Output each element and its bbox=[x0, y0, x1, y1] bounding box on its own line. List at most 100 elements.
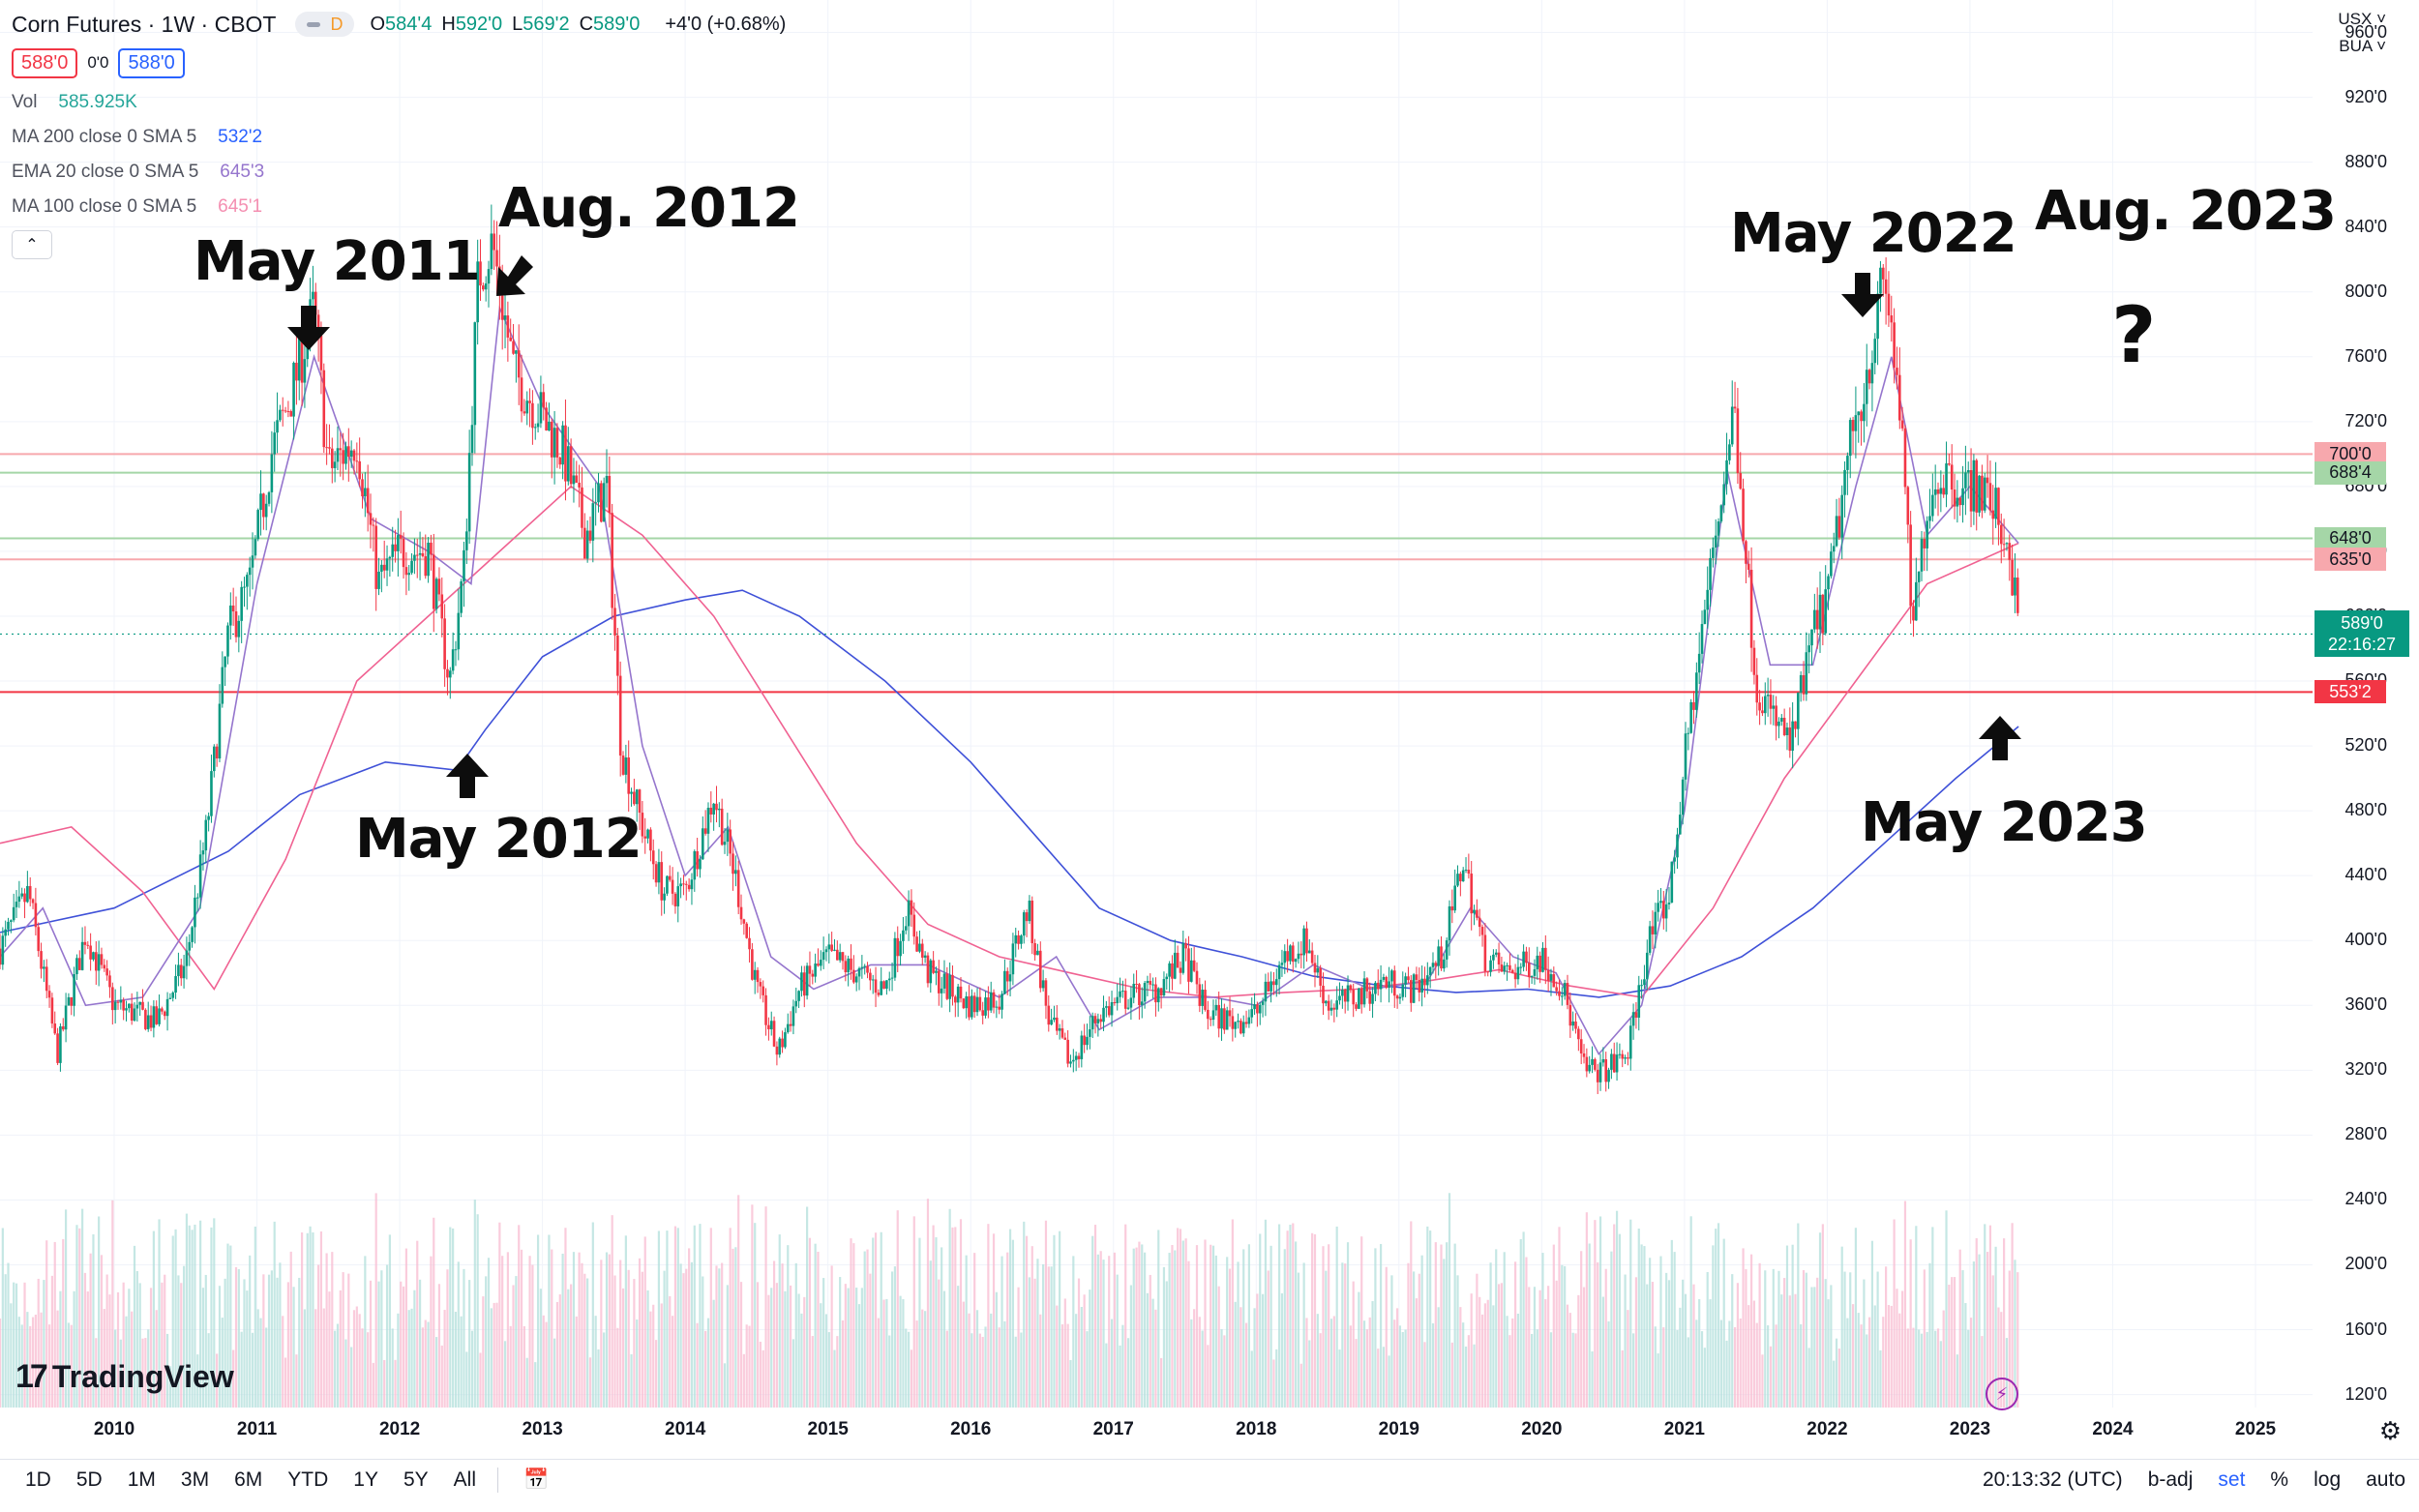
candle-body bbox=[536, 423, 540, 428]
candle-body bbox=[558, 457, 562, 465]
volume-bar bbox=[1833, 1360, 1836, 1408]
candle-body bbox=[1492, 954, 1495, 961]
settlement-toggle[interactable]: set bbox=[2218, 1468, 2246, 1491]
volume-bar bbox=[578, 1252, 581, 1408]
indicator-row[interactable]: Vol 585.925K bbox=[12, 85, 786, 120]
volume-bar bbox=[534, 1362, 537, 1408]
candle-body bbox=[1149, 980, 1152, 985]
candle-body bbox=[1945, 463, 1948, 495]
currency-selector[interactable]: USX ˅ bbox=[2338, 10, 2386, 29]
candle-body bbox=[397, 535, 400, 551]
range-button[interactable]: 6M bbox=[234, 1468, 263, 1491]
candle-body bbox=[515, 350, 518, 354]
candle-body bbox=[1008, 974, 1012, 982]
interval-pill[interactable]: D bbox=[295, 12, 355, 37]
volume-bar bbox=[1143, 1252, 1147, 1408]
candle-body bbox=[1978, 475, 1981, 513]
volume-bar bbox=[890, 1271, 894, 1408]
volume-bar bbox=[2014, 1260, 2016, 1408]
indicator-row[interactable]: MA 200 close 0 SMA 5 532'2 bbox=[12, 120, 786, 155]
candle-body bbox=[1028, 900, 1031, 922]
candle-body bbox=[388, 556, 392, 559]
annotation-question-mark: ? bbox=[2111, 290, 2156, 380]
y-tick-label: 880'0 bbox=[2344, 151, 2387, 171]
volume-bar bbox=[204, 1274, 207, 1408]
volume-bar bbox=[841, 1319, 845, 1408]
volume-bar bbox=[1398, 1325, 1402, 1408]
volume-bar bbox=[314, 1309, 317, 1408]
range-button[interactable]: All bbox=[453, 1468, 476, 1491]
range-button[interactable]: 3M bbox=[180, 1468, 210, 1491]
lightning-icon[interactable]: ⚡ bbox=[1986, 1378, 2018, 1410]
volume-bar bbox=[690, 1261, 694, 1408]
volume-bar bbox=[1358, 1291, 1360, 1408]
unit-selector[interactable]: BUA ˅ bbox=[2339, 37, 2386, 56]
candle-body bbox=[1827, 576, 1830, 590]
symbol-title[interactable]: Corn Futures · 1W · CBOT bbox=[12, 11, 277, 37]
candle-body bbox=[1176, 952, 1180, 968]
collapse-legend-button[interactable]: ⌃ bbox=[12, 230, 52, 259]
indicator-row[interactable]: MA 100 close 0 SMA 5 645'1 bbox=[12, 190, 786, 224]
candle-body bbox=[2011, 559, 2014, 596]
volume-bar bbox=[666, 1230, 669, 1408]
candle-body bbox=[421, 552, 425, 557]
volume-bar bbox=[627, 1269, 630, 1408]
range-button[interactable]: YTD bbox=[287, 1468, 329, 1491]
candle-body bbox=[1258, 1004, 1262, 1014]
indicator-row[interactable]: EMA 20 close 0 SMA 5 645'3 bbox=[12, 155, 786, 190]
candle-body bbox=[1489, 960, 1492, 972]
candle-body bbox=[1728, 444, 1731, 460]
log-scale-toggle[interactable]: log bbox=[2314, 1468, 2342, 1491]
back-adjust-toggle[interactable]: b-adj bbox=[2147, 1468, 2194, 1491]
candle-body bbox=[413, 554, 416, 561]
candle-body bbox=[1777, 721, 1780, 726]
tradingview-logo[interactable]: 17 TradingView bbox=[15, 1358, 234, 1396]
candle-body bbox=[122, 999, 125, 1011]
candle-body bbox=[207, 815, 210, 820]
percent-scale-toggle[interactable]: % bbox=[2270, 1468, 2289, 1491]
candle-body bbox=[1706, 589, 1709, 610]
candle-body bbox=[971, 995, 973, 1018]
volume-bar bbox=[1931, 1227, 1934, 1408]
candle-body bbox=[850, 958, 852, 970]
volume-bar bbox=[1588, 1243, 1591, 1408]
volume-bar bbox=[1226, 1257, 1229, 1408]
candle-body bbox=[460, 580, 463, 613]
price-chart[interactable] bbox=[0, 0, 2419, 1459]
candle-body bbox=[585, 530, 589, 559]
volume-bar bbox=[915, 1320, 918, 1408]
range-button[interactable]: 1D bbox=[25, 1468, 51, 1491]
volume-bar bbox=[83, 1272, 87, 1408]
range-button[interactable]: 1M bbox=[127, 1468, 156, 1491]
gear-icon[interactable]: ⚙ bbox=[2378, 1416, 2402, 1445]
volume-bar bbox=[1355, 1339, 1358, 1408]
volume-bar bbox=[1807, 1348, 1810, 1408]
volume-bar bbox=[1912, 1327, 1915, 1408]
candle-body bbox=[391, 544, 395, 557]
ma200-path bbox=[0, 589, 2019, 998]
volume-bar bbox=[1489, 1262, 1492, 1408]
volume-bar bbox=[1492, 1305, 1495, 1408]
auto-scale-toggle[interactable]: auto bbox=[2366, 1468, 2405, 1491]
candle-body bbox=[457, 612, 461, 650]
volume-bar bbox=[1371, 1301, 1374, 1408]
volume-bar bbox=[0, 1319, 2, 1408]
volume-bar bbox=[1239, 1307, 1242, 1408]
indicator-value: 532'2 bbox=[218, 127, 263, 147]
range-button[interactable]: 5D bbox=[75, 1468, 103, 1491]
volume-bar bbox=[827, 1332, 830, 1408]
volume-bar bbox=[1362, 1320, 1366, 1408]
range-button[interactable]: 1Y bbox=[353, 1468, 378, 1491]
utc-clock[interactable]: 20:13:32 (UTC) bbox=[1982, 1468, 2123, 1491]
volume-bar bbox=[1210, 1244, 1212, 1408]
volume-bar bbox=[1059, 1230, 1061, 1408]
range-button[interactable]: 5Y bbox=[403, 1468, 429, 1491]
ask-box[interactable]: 588'0 bbox=[118, 47, 185, 78]
candle-body bbox=[874, 979, 878, 993]
candle-body bbox=[756, 969, 760, 983]
candle-body bbox=[479, 261, 482, 286]
bid-box[interactable]: 588'0 bbox=[12, 47, 78, 78]
candle-body bbox=[152, 1006, 156, 1028]
candle-body bbox=[786, 1023, 790, 1033]
calendar-range-icon[interactable]: 📅 bbox=[523, 1468, 550, 1491]
